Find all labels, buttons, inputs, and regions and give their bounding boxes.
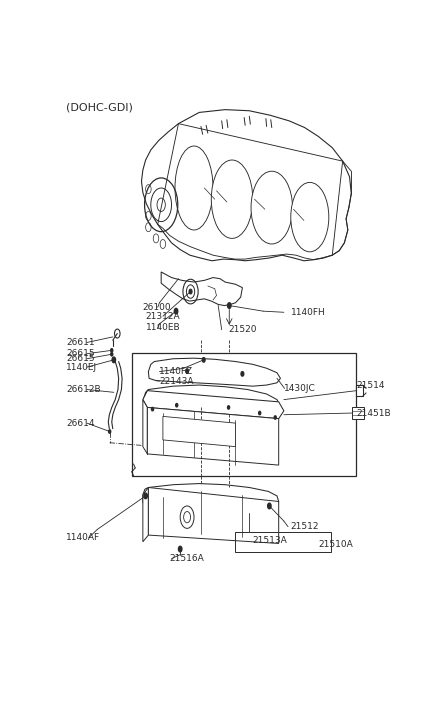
Text: 1430JC: 1430JC: [284, 384, 316, 393]
Circle shape: [241, 371, 244, 376]
Polygon shape: [163, 417, 235, 446]
Bar: [132, 353, 356, 476]
Text: 21510A: 21510A: [318, 540, 353, 549]
Text: 1140FH: 1140FH: [291, 308, 326, 317]
Text: 21520: 21520: [229, 325, 257, 334]
Text: 1140AF: 1140AF: [66, 534, 100, 542]
Text: 21516A: 21516A: [170, 554, 205, 563]
Polygon shape: [143, 488, 149, 542]
Polygon shape: [143, 400, 147, 454]
Ellipse shape: [175, 146, 213, 230]
Text: 26611: 26611: [66, 338, 95, 347]
Text: 26614: 26614: [66, 419, 95, 427]
Polygon shape: [147, 407, 279, 465]
Ellipse shape: [251, 172, 293, 244]
Circle shape: [202, 358, 205, 362]
Circle shape: [227, 406, 230, 409]
Text: 1140EJ: 1140EJ: [66, 363, 97, 371]
Polygon shape: [147, 393, 280, 411]
Circle shape: [111, 353, 113, 356]
Polygon shape: [143, 483, 279, 514]
Text: 26612B: 26612B: [66, 385, 101, 394]
Text: 26615: 26615: [66, 349, 95, 358]
Text: 21451B: 21451B: [356, 409, 391, 417]
Circle shape: [178, 546, 182, 552]
Polygon shape: [352, 407, 364, 419]
Text: (DOHC-GDI): (DOHC-GDI): [66, 103, 133, 113]
Bar: [235, 532, 330, 552]
Text: 22143A: 22143A: [160, 377, 194, 385]
Text: 1140FZ: 1140FZ: [160, 367, 194, 376]
Polygon shape: [141, 110, 351, 261]
Polygon shape: [149, 358, 281, 386]
Circle shape: [274, 416, 276, 419]
Text: 1140EB: 1140EB: [146, 323, 180, 332]
Text: 21513A: 21513A: [253, 537, 288, 545]
Circle shape: [152, 407, 153, 411]
Circle shape: [189, 289, 192, 294]
Text: 26615: 26615: [66, 354, 95, 364]
Ellipse shape: [291, 182, 329, 252]
Circle shape: [144, 493, 147, 499]
Circle shape: [174, 308, 178, 314]
Text: 21512: 21512: [291, 522, 319, 531]
Polygon shape: [144, 385, 280, 419]
Polygon shape: [144, 390, 149, 423]
Circle shape: [111, 349, 113, 352]
Text: 21312A: 21312A: [146, 312, 180, 321]
Polygon shape: [143, 390, 284, 419]
Text: 21514: 21514: [356, 380, 385, 390]
Circle shape: [112, 357, 116, 363]
Polygon shape: [356, 385, 363, 396]
Polygon shape: [149, 488, 279, 544]
Circle shape: [227, 302, 231, 308]
Text: 26100: 26100: [142, 302, 171, 312]
Circle shape: [186, 369, 189, 373]
Circle shape: [268, 503, 271, 509]
Circle shape: [259, 411, 261, 414]
Ellipse shape: [211, 160, 253, 238]
Polygon shape: [161, 272, 243, 305]
Circle shape: [176, 403, 178, 407]
Circle shape: [109, 430, 111, 433]
